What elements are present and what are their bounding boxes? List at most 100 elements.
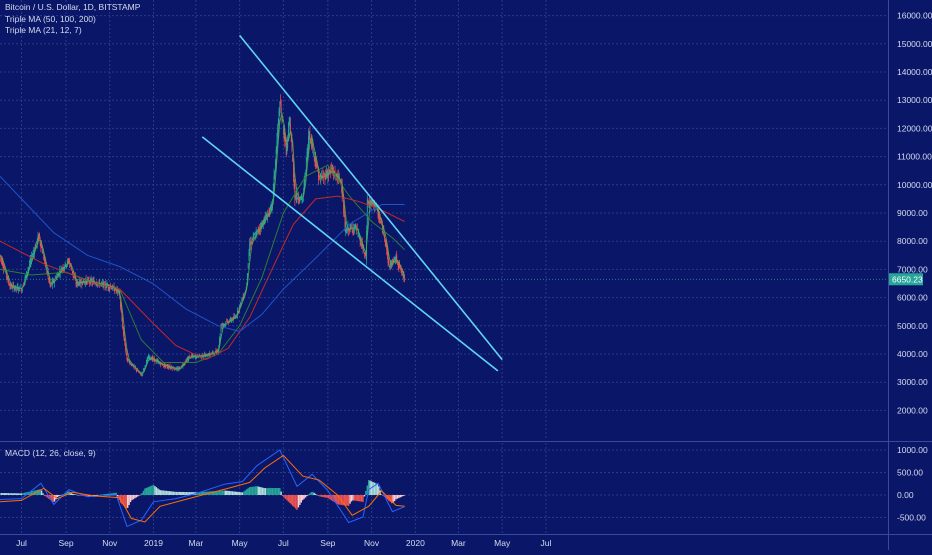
candle-body (175, 370, 176, 371)
candle-body (208, 356, 209, 357)
y-tick-label: 9000.00 (897, 208, 928, 218)
macd-histogram-bar (245, 490, 246, 495)
macd-histogram-bar (397, 495, 398, 499)
macd-histogram-bar (400, 495, 401, 497)
candle-body (180, 367, 181, 368)
macd-histogram-bar (180, 492, 181, 495)
macd-histogram-bar (292, 495, 293, 506)
macd-histogram-bar (226, 491, 227, 495)
macd-histogram-bar (233, 491, 234, 495)
macd-histogram-bar (21, 493, 22, 495)
macd-histogram-bar (348, 495, 349, 506)
candle-body (55, 278, 56, 279)
candle-body (189, 357, 190, 358)
macd-histogram-bar (258, 487, 259, 495)
macd-histogram-bar (256, 486, 257, 495)
y-tick-label: 3000.00 (897, 377, 928, 387)
macd-histogram-bar (259, 487, 260, 495)
macd-histogram-bar (358, 495, 359, 501)
candle-body (19, 287, 20, 288)
macd-histogram-bar (401, 495, 402, 497)
macd-histogram-bar (5, 493, 6, 495)
candle-body (371, 200, 372, 201)
macd-histogram-bar (279, 488, 280, 495)
indicator-label-1[interactable]: Triple MA (50, 100, 200) (5, 14, 140, 26)
macd-histogram-bar (144, 488, 145, 495)
macd-histogram-bar (377, 484, 378, 495)
x-tick-label: Jul (278, 538, 289, 548)
macd-histogram-bar (108, 494, 109, 495)
macd-histogram-bar (187, 492, 188, 495)
candle-body (96, 284, 97, 285)
macd-histogram-bar (183, 492, 184, 495)
candle-body (355, 224, 356, 228)
macd-histogram-bar (104, 494, 105, 495)
candle-body (254, 235, 255, 238)
macd-histogram-bar (189, 492, 190, 495)
candle-body (227, 320, 228, 321)
macd-histogram-bar (312, 492, 313, 495)
candle-body (190, 356, 191, 357)
candle-body (13, 285, 14, 286)
candle-body (129, 362, 130, 363)
macd-histogram-bar (355, 495, 356, 501)
macd-histogram-bar (227, 491, 228, 495)
candle-body (39, 233, 40, 238)
macd-histogram-bar (229, 491, 230, 495)
candle-body (309, 132, 310, 142)
macd-histogram-bar (374, 483, 375, 495)
macd-histogram-bar (1, 493, 2, 495)
candle-body (289, 118, 290, 122)
macd-histogram-bar (318, 495, 319, 496)
candle-body (347, 229, 348, 232)
macd-histogram-bar (19, 493, 20, 495)
macd-histogram-bar (250, 487, 251, 495)
macd-histogram-bar (301, 495, 302, 503)
candle-body (384, 235, 385, 239)
macd-histogram-bar (243, 491, 244, 495)
macd-histogram-bar (357, 495, 358, 501)
candle-body (401, 269, 402, 271)
indicator-label-2[interactable]: Triple MA (21, 12, 7) (5, 25, 140, 37)
candle-body (251, 244, 252, 245)
chart-title: Bitcoin / U.S. Dollar, 1D, BITSTAMP (5, 2, 140, 14)
macd-histogram-bar (0, 493, 1, 495)
macd-histogram-bar (134, 495, 135, 498)
macd-histogram-bar (260, 487, 261, 495)
macd-histogram-bar (298, 495, 299, 507)
macd-histogram-bar (166, 491, 167, 495)
candle-body (254, 234, 255, 235)
macd-histogram-bar (276, 488, 277, 495)
candle-body (404, 277, 405, 278)
macd-histogram-bar (354, 495, 355, 501)
macd-histogram-bar (291, 495, 292, 504)
macd-histogram-bar (78, 495, 79, 496)
macd-histogram-bar (299, 495, 300, 505)
macd-histogram-bar (220, 491, 221, 495)
macd-histogram-bar (75, 495, 76, 496)
macd-histogram-bar (57, 495, 58, 497)
macd-legend[interactable]: MACD (12, 26, close, 9) (5, 448, 96, 458)
candle-body (68, 260, 69, 261)
macd-histogram-bar (239, 492, 240, 495)
macd-histogram-bar (242, 492, 243, 495)
candle-body (97, 285, 98, 286)
candle-body (248, 263, 249, 268)
macd-histogram-bar (130, 495, 131, 502)
candle-body (141, 375, 142, 376)
macd-histogram-bar (157, 488, 158, 495)
candle-body (360, 238, 361, 241)
macd-histogram-bar (15, 493, 16, 495)
macd-y-tick-label: 500.00 (897, 468, 923, 478)
macd-histogram-bar (263, 488, 264, 495)
macd-histogram-bar (147, 487, 148, 495)
x-tick-label: Jul (16, 538, 27, 548)
macd-histogram-bar (140, 495, 141, 496)
candle-body (20, 290, 21, 291)
candle-body (252, 238, 253, 240)
moving-average-line-fast (0, 113, 405, 373)
macd-histogram-bar (365, 491, 366, 495)
candle-body (99, 281, 100, 282)
